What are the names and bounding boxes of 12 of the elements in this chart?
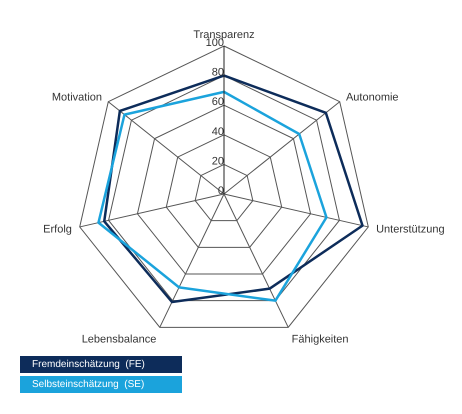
spoke-label: Autonomie [346, 92, 399, 104]
spoke-label: Fähigkeiten [292, 333, 349, 346]
y-tick-label: 40 [212, 126, 224, 138]
spoke-label: Motivation [52, 92, 102, 104]
y-tick-label: 60 [212, 96, 224, 108]
legend-label: Selbsteinschätzung (SE) [30, 376, 182, 393]
spoke-label: Erfolg [43, 224, 72, 236]
y-tick-label: 20 [212, 155, 224, 168]
spoke-label: Unterstützung [376, 224, 445, 236]
legend-label: Fremdeinschätzung (FE) [30, 356, 182, 373]
spoke-label: Lebensbalance [82, 333, 156, 346]
y-tick-label: 80 [212, 66, 224, 79]
